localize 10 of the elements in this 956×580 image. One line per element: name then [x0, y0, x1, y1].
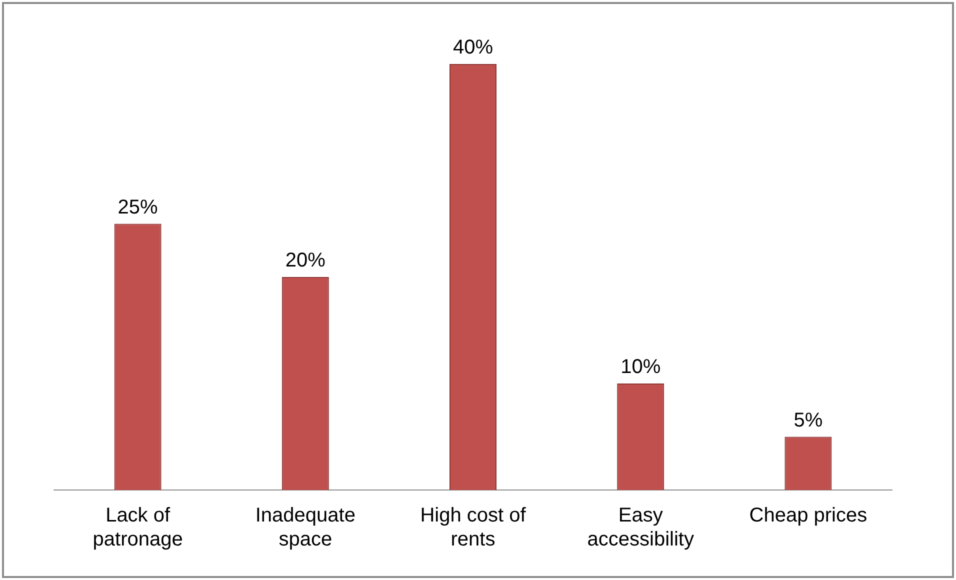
x-tick-label: Inadequate space [255, 504, 356, 551]
data-label: 25% [118, 196, 158, 218]
data-label: 40% [452, 36, 494, 59]
x-tick-label: Cheap prices [749, 504, 868, 527]
data-label: 10% [620, 356, 661, 378]
data-label: 20% [285, 250, 326, 272]
x-tick-label: High cost of rents [420, 504, 526, 551]
x-tick-label: Lack of patronage [92, 504, 183, 551]
data-label: 5% [794, 409, 823, 432]
x-tick-label: Easy accessibility [587, 504, 694, 551]
